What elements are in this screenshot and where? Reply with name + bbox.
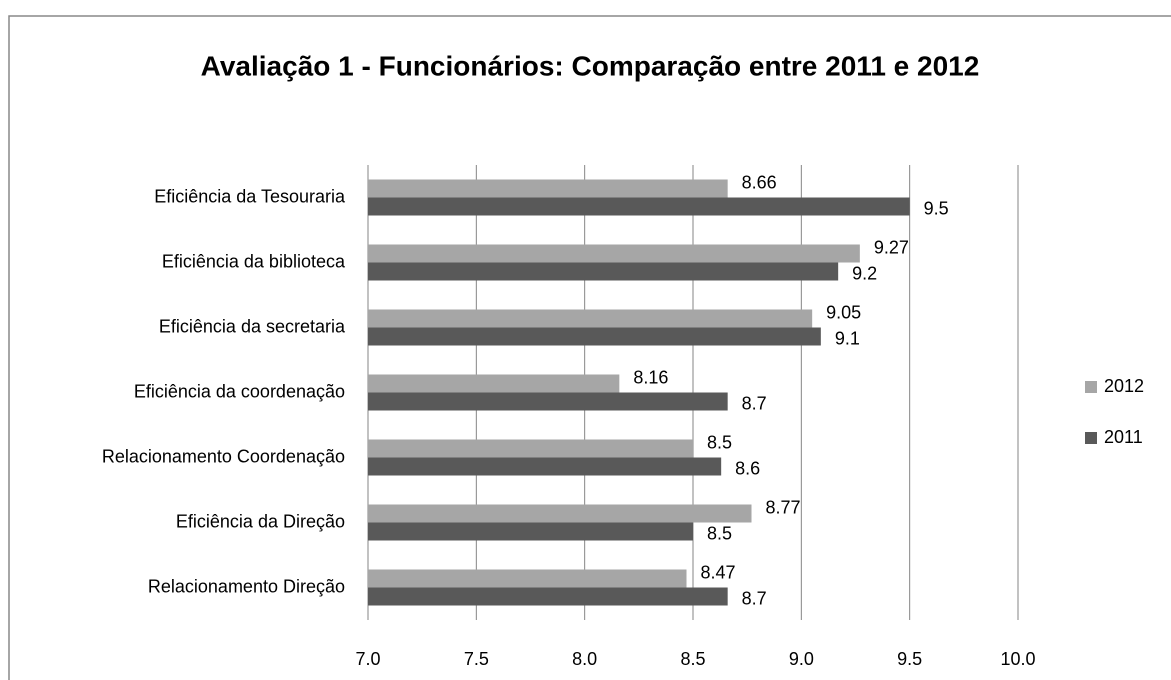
data-label: 8.47	[701, 562, 736, 582]
data-label: 8.5	[707, 523, 732, 543]
bar	[368, 374, 620, 393]
bar	[368, 179, 728, 198]
legend-label: 2012	[1104, 376, 1144, 396]
data-label: 8.7	[742, 588, 767, 608]
chart-border	[8, 15, 1171, 680]
data-label: 9.2	[852, 263, 877, 283]
legend-swatch	[1085, 432, 1097, 444]
bar	[368, 392, 728, 411]
x-tick-label: 9.5	[897, 649, 922, 669]
y-tick-label: Eficiência da Tesouraria	[154, 186, 346, 206]
bar	[368, 522, 693, 541]
y-tick-label: Eficiência da coordenação	[134, 381, 345, 401]
data-label: 9.27	[874, 237, 909, 257]
x-tick-label: 10.0	[1000, 649, 1035, 669]
y-tick-label: Eficiência da biblioteca	[162, 251, 346, 271]
bar	[368, 504, 752, 523]
data-label: 8.16	[633, 367, 668, 387]
data-label: 9.05	[826, 302, 861, 322]
data-label: 8.6	[735, 458, 760, 478]
x-tick-label: 9.0	[789, 649, 814, 669]
x-tick-label: 7.0	[355, 649, 380, 669]
bar	[368, 457, 722, 476]
bar	[368, 327, 821, 346]
data-label: 8.77	[766, 497, 801, 517]
data-label: 8.7	[742, 393, 767, 413]
data-label: 9.1	[835, 328, 860, 348]
chart-title: Avaliação 1 - Funcionários: Comparação e…	[201, 50, 980, 81]
bar	[368, 244, 860, 263]
bar	[368, 309, 813, 328]
bar	[368, 197, 910, 216]
legend-label: 2011	[1104, 427, 1143, 447]
y-tick-label: Relacionamento Direção	[148, 576, 345, 596]
data-label: 9.5	[924, 198, 949, 218]
bar	[368, 587, 728, 606]
x-tick-label: 8.0	[572, 649, 597, 669]
x-tick-label: 7.5	[464, 649, 489, 669]
y-tick-label: Eficiência da secretaria	[159, 316, 346, 336]
data-label: 8.66	[742, 172, 777, 192]
x-tick-label: 8.5	[680, 649, 705, 669]
legend-swatch	[1085, 381, 1097, 393]
data-label: 8.5	[707, 432, 732, 452]
bar	[368, 569, 687, 588]
y-tick-label: Relacionamento Coordenação	[102, 446, 345, 466]
bar	[368, 439, 693, 458]
bar	[368, 262, 839, 281]
y-tick-label: Eficiência da Direção	[176, 511, 345, 531]
